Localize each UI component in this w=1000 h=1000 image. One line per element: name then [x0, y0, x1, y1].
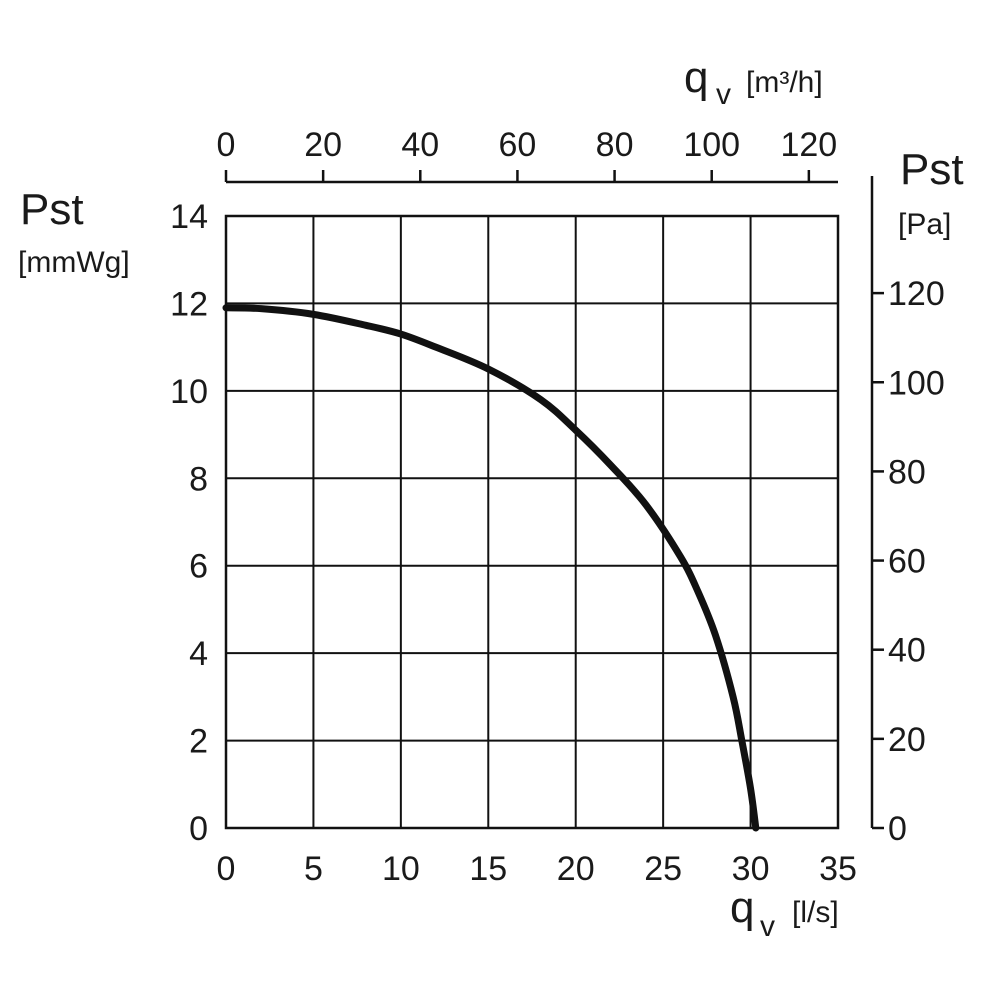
- top-axis-title-sub: v: [716, 78, 731, 111]
- grid: [225, 215, 839, 829]
- top-tick-label: 120: [780, 126, 837, 164]
- plot-frame: [224, 214, 840, 830]
- right-tick-label: 40: [888, 632, 926, 670]
- top-axis-title-q: q: [684, 53, 708, 102]
- bottom-tick-label: 35: [819, 850, 857, 888]
- right-tick-label: 120: [888, 275, 945, 313]
- top-axis-unit: [m³/h]: [746, 66, 823, 99]
- top-axis: 0 20 40 60 80 100 120: [217, 126, 838, 184]
- right-axis: 0 20 40 60 80 100 120: [870, 176, 945, 848]
- bottom-tick-label: 0: [217, 850, 236, 888]
- top-tick-label: 100: [683, 126, 740, 164]
- left-axis-title: Pst: [20, 185, 84, 234]
- bottom-tick-label: 15: [469, 850, 507, 888]
- bottom-tick-label: 5: [304, 850, 323, 888]
- left-axis-unit: [mmWg]: [18, 246, 130, 279]
- left-tick-label: 8: [189, 460, 208, 498]
- left-tick-label: 10: [170, 373, 208, 411]
- top-tick-label: 20: [304, 126, 342, 164]
- right-tick-label: 80: [888, 453, 926, 491]
- left-tick-label: 6: [189, 548, 208, 586]
- top-tick-label: 0: [217, 126, 236, 164]
- bottom-tick-label: 30: [732, 850, 770, 888]
- right-axis-unit: [Pa]: [898, 208, 951, 241]
- left-tick-label: 14: [170, 198, 208, 236]
- right-tick-label: 20: [888, 721, 926, 759]
- bottom-axis-unit: [l/s]: [792, 896, 839, 929]
- bottom-tick-label: 20: [557, 850, 595, 888]
- bottom-axis-title-q: q: [730, 883, 754, 932]
- top-tick-label: 60: [499, 126, 537, 164]
- right-tick-label: 60: [888, 543, 926, 581]
- top-tick-label: 40: [401, 126, 439, 164]
- bottom-tick-label: 25: [644, 850, 682, 888]
- pressure-flow-curve: [222, 304, 760, 832]
- bottom-axis-title-sub: v: [760, 910, 775, 943]
- left-axis-ticks: 0 2 4 6 8 10 12 14: [170, 198, 208, 848]
- top-tick-label: 80: [596, 126, 634, 164]
- bottom-tick-label: 10: [382, 850, 420, 888]
- left-tick-label: 0: [189, 810, 208, 848]
- left-tick-label: 4: [189, 635, 208, 673]
- right-tick-label: 100: [888, 364, 945, 402]
- left-tick-label: 12: [170, 285, 208, 323]
- right-tick-label: 0: [888, 810, 907, 848]
- right-axis-title: Pst: [900, 145, 964, 194]
- bottom-axis-ticks: 0 5 10 15 20 25 30 35: [217, 850, 857, 888]
- left-tick-label: 2: [189, 723, 208, 761]
